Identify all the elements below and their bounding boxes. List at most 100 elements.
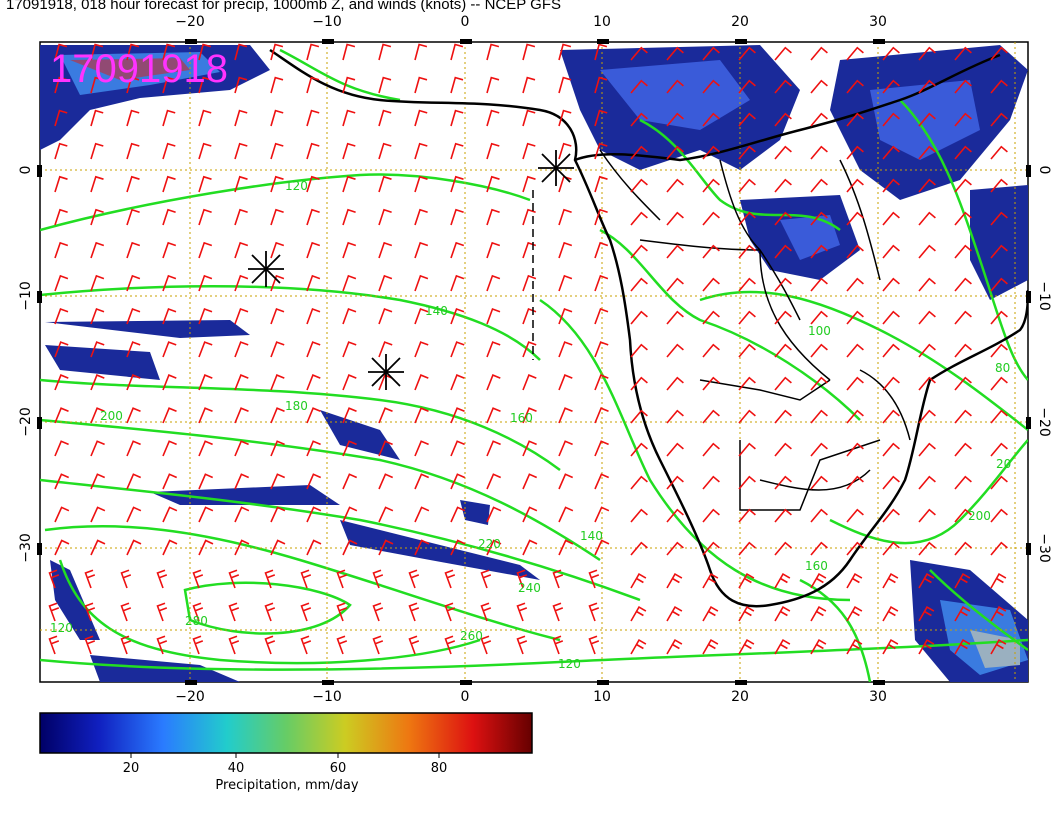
wind-barb <box>738 508 756 523</box>
wind-barb <box>522 407 537 424</box>
wind-barb <box>486 43 500 61</box>
wind-barb <box>444 569 456 589</box>
wind-barb <box>120 569 132 589</box>
wind-barb <box>918 112 936 127</box>
wind-barb <box>90 407 105 424</box>
wind-barb <box>378 43 392 61</box>
wind-barb <box>480 635 492 655</box>
wind-barb <box>774 46 792 61</box>
wind-barb <box>54 76 68 94</box>
wind-barb <box>918 376 936 391</box>
wind-barb <box>738 79 756 94</box>
wind-barb <box>666 244 684 259</box>
wind-barb <box>522 506 538 523</box>
wind-barb <box>522 109 536 127</box>
wind-barb <box>378 506 394 523</box>
wind-barb <box>630 376 648 391</box>
wind-barb <box>882 508 900 523</box>
wind-barb <box>630 573 647 589</box>
wind-barb <box>882 145 900 160</box>
wind-barb <box>270 473 286 490</box>
wind-barb <box>666 343 684 358</box>
wind-barb <box>372 635 384 655</box>
wind-barb <box>270 43 284 61</box>
wind-barb <box>774 573 791 589</box>
wind-barb <box>198 109 212 127</box>
wind-barb <box>738 277 756 292</box>
wind-barb <box>774 112 792 127</box>
wind-barb <box>414 506 430 523</box>
wind-barb <box>198 506 214 523</box>
wind-barb <box>162 506 178 523</box>
wind-barb <box>918 244 936 259</box>
wind-barb <box>558 43 572 61</box>
wind-barb <box>198 440 213 457</box>
wind-barb <box>846 442 864 457</box>
wind-barb <box>882 343 900 358</box>
wind-barb <box>378 76 392 94</box>
wind-barb <box>126 76 140 94</box>
wind-barb <box>630 145 648 160</box>
wind-barb <box>918 409 936 424</box>
wind-barb <box>882 178 900 193</box>
wind-barb <box>738 409 756 424</box>
wind-barb <box>342 76 356 94</box>
wind-barb <box>342 539 358 556</box>
contour-label: 240 <box>518 581 541 595</box>
wind-barb <box>918 475 936 490</box>
wind-barb <box>90 341 105 358</box>
wind-barb <box>126 440 141 457</box>
wind-barb <box>846 343 864 358</box>
wind-barb <box>954 310 972 325</box>
wind-barb <box>450 341 465 358</box>
wind-barb <box>162 43 176 61</box>
country-borders <box>599 149 911 511</box>
wind-barb <box>630 244 648 259</box>
wind-barb <box>486 539 502 556</box>
wind-barb <box>774 310 792 325</box>
lat-tick-right: −10 <box>1036 281 1052 311</box>
wind-barb <box>234 307 249 325</box>
wind-barb <box>594 374 609 391</box>
wind-barb <box>774 606 791 622</box>
wind-barb <box>954 211 972 226</box>
wind-barb <box>774 376 792 391</box>
wind-barb <box>378 440 393 457</box>
wind-barb <box>630 310 648 325</box>
wind-barb <box>774 541 792 556</box>
wind-barb <box>954 145 972 160</box>
wind-barb <box>774 79 792 94</box>
lat-tick-left: −20 <box>18 407 34 437</box>
wind-barb <box>774 475 792 490</box>
wind-barb <box>594 341 609 358</box>
wind-barb <box>594 43 608 61</box>
wind-barb <box>882 211 900 226</box>
wind-barb <box>738 46 756 61</box>
lon-tick-top: −20 <box>175 14 205 30</box>
wind-barb <box>594 473 610 490</box>
wind-barb <box>558 473 574 490</box>
wind-barb <box>810 112 828 127</box>
wind-barb <box>414 407 429 424</box>
wind-barb <box>306 175 320 193</box>
wind-barb <box>522 274 537 292</box>
wind-barb <box>486 374 501 391</box>
wind-barb <box>588 602 600 622</box>
wind-barb <box>270 76 284 94</box>
wind-barb <box>882 277 900 292</box>
wind-barb <box>738 573 755 589</box>
wind-barb <box>486 341 501 358</box>
wind-barb <box>990 475 1008 490</box>
wind-barb <box>954 409 972 424</box>
wind-barb <box>306 506 322 523</box>
wind-barb <box>414 208 428 226</box>
wind-barb <box>846 277 864 292</box>
wind-barb <box>666 46 684 61</box>
wind-barb <box>450 374 465 391</box>
contour-label: 20 <box>996 457 1011 471</box>
wind-barb <box>450 76 464 94</box>
wind-barb <box>774 639 791 655</box>
wind-barb <box>486 109 500 127</box>
wind-barb <box>450 407 465 424</box>
wind-barb <box>228 569 240 589</box>
